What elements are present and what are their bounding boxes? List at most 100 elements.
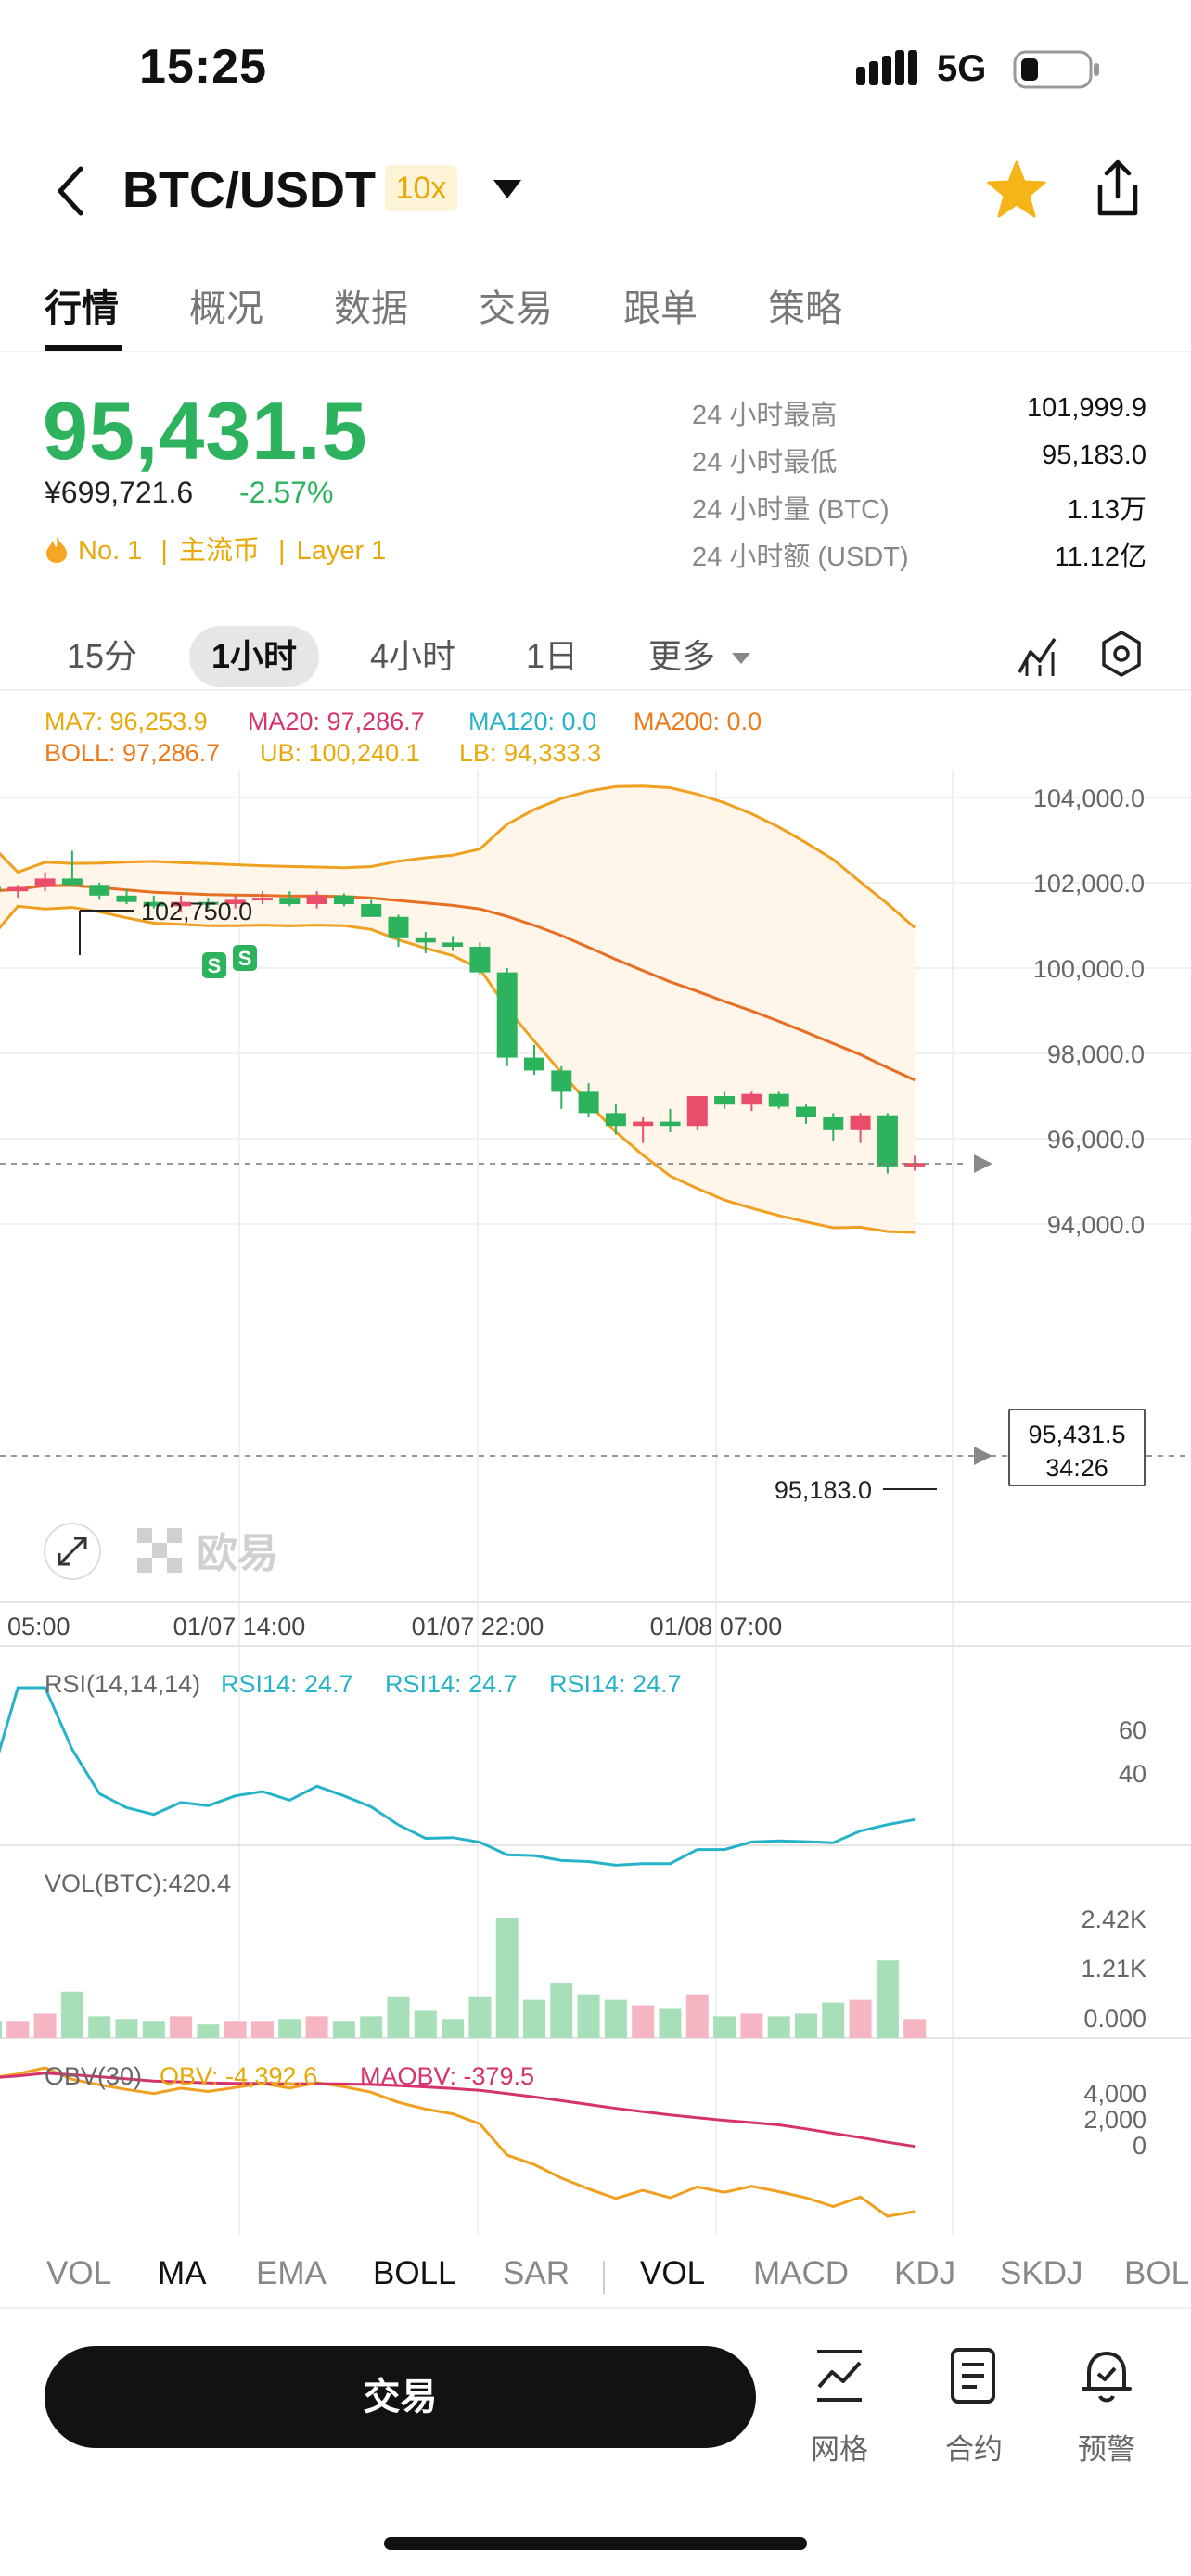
x-tick-label: 01/08 07:00 bbox=[650, 1613, 783, 1640]
boll-band-fill bbox=[0, 785, 916, 1232]
maobv-line bbox=[0, 2072, 916, 2149]
volume-bar bbox=[332, 2021, 355, 2038]
obv-tick-1: 4,000 bbox=[1083, 2080, 1146, 2108]
interval-15m[interactable]: 15分 bbox=[66, 637, 138, 675]
volume-bar bbox=[685, 1994, 709, 2038]
interval-more-label: 更多 bbox=[647, 637, 715, 675]
indicator-vol-main[interactable]: VOL bbox=[46, 2255, 112, 2291]
vol-tick-high: 2.42K bbox=[1081, 1906, 1146, 1933]
interval-4h[interactable]: 4小时 bbox=[369, 637, 456, 675]
rsi-tick-60: 60 bbox=[1118, 1716, 1146, 1744]
tab-copy-trading[interactable]: 跟单 bbox=[623, 288, 698, 329]
candle-body bbox=[469, 947, 491, 973]
signal-icon bbox=[856, 50, 917, 85]
candle-body bbox=[741, 1093, 762, 1105]
y-tick-label: 98,000.0 bbox=[1047, 1040, 1145, 1068]
contract-button[interactable]: 合约 bbox=[923, 2346, 1025, 2467]
chart-tools-icon[interactable] bbox=[1016, 631, 1060, 680]
obv-tick-2: 2,000 bbox=[1083, 2106, 1146, 2134]
alert-button[interactable]: 预警 bbox=[1056, 2346, 1158, 2467]
volume-bar bbox=[387, 1996, 410, 2038]
tab-overview[interactable]: 概况 bbox=[189, 288, 263, 329]
candle-body bbox=[333, 895, 354, 904]
vol-tick-mid: 1.21K bbox=[1081, 1955, 1146, 1983]
vol-tick-low: 0.000 bbox=[1083, 2005, 1146, 2033]
sell-mark-1: S bbox=[202, 952, 226, 978]
ma20-line bbox=[0, 884, 916, 1082]
bell-alert-icon bbox=[1082, 2352, 1132, 2403]
volume-bar bbox=[659, 2008, 682, 2038]
volume-bar bbox=[550, 1983, 573, 2038]
contract-label: 合约 bbox=[945, 2433, 1003, 2466]
obv-title: OBV(30) bbox=[45, 2062, 143, 2090]
volume-bar bbox=[903, 2019, 927, 2038]
grid-button[interactable]: 网格 bbox=[788, 2346, 890, 2467]
tab-data[interactable]: 数据 bbox=[334, 288, 408, 329]
indicator-skdj[interactable]: SKDJ bbox=[1000, 2255, 1083, 2291]
obv-line bbox=[0, 2066, 916, 2218]
candle-body bbox=[224, 899, 246, 904]
pair-title[interactable]: BTC/USDT bbox=[122, 162, 376, 218]
stat-low-label: 24 小时最低 bbox=[692, 448, 838, 478]
layer-tag[interactable]: Layer 1 bbox=[296, 536, 387, 566]
y-tick-label: 96,000.0 bbox=[1047, 1126, 1145, 1154]
candle-body bbox=[198, 901, 219, 905]
sell-mark-2-label: S bbox=[238, 947, 252, 970]
volume-bar bbox=[468, 1996, 492, 2038]
volume-bar bbox=[197, 2024, 220, 2038]
rsi-label: RSI(14,14,14) bbox=[45, 1670, 201, 1698]
x-tick-label: 01/07 14:00 bbox=[173, 1613, 306, 1640]
indicator-boll[interactable]: BOLL bbox=[373, 2255, 456, 2291]
indicator-sar[interactable]: SAR bbox=[503, 2255, 570, 2291]
dropdown-arrow-icon[interactable] bbox=[492, 178, 523, 200]
share-icon[interactable] bbox=[1091, 158, 1145, 219]
volume-bar bbox=[795, 2013, 817, 2038]
indicator-vol-sub[interactable]: VOL bbox=[640, 2255, 706, 2291]
interval-more[interactable]: 更多 bbox=[640, 626, 761, 687]
candle-body bbox=[442, 942, 464, 947]
volume-bar bbox=[251, 2021, 274, 2038]
back-arrow-icon[interactable] bbox=[51, 163, 88, 219]
home-indicator bbox=[384, 2537, 807, 2550]
volume-bar bbox=[604, 1999, 627, 2038]
volume-bar bbox=[577, 1994, 600, 2038]
sell-mark-2: S bbox=[233, 945, 257, 971]
top-nav: BTC/USDT 10x bbox=[0, 139, 1191, 241]
volume-bar bbox=[822, 2002, 845, 2038]
volume-bar bbox=[523, 1999, 545, 2038]
indicator-kdj[interactable]: KDJ bbox=[894, 2255, 956, 2291]
indicator-ma[interactable]: MA bbox=[158, 2255, 207, 2291]
indicator-macd[interactable]: MACD bbox=[753, 2255, 850, 2291]
interval-1h[interactable]: 1小时 bbox=[189, 626, 319, 687]
tab-trade[interactable]: 交易 bbox=[479, 288, 553, 329]
candle-body bbox=[633, 1121, 654, 1127]
kline-chart[interactable]: 104,000.0 102,000.0 100,000.0 98,000.0 96,00… bbox=[0, 770, 1191, 2235]
candle-body bbox=[714, 1096, 736, 1105]
last-price: 95,431.5 bbox=[43, 385, 368, 477]
volume-bar bbox=[60, 1991, 83, 2038]
watermark-text: 欧易 bbox=[197, 1531, 278, 1576]
favorite-star-icon[interactable] bbox=[986, 159, 1047, 219]
tab-market[interactable]: 行情 bbox=[45, 288, 119, 329]
volume-bar bbox=[0, 2021, 2, 2038]
indicator-ema[interactable]: EMA bbox=[256, 2255, 327, 2291]
grid-label: 网格 bbox=[811, 2433, 868, 2466]
tab-strategy[interactable]: 策略 bbox=[768, 288, 842, 329]
settings-icon[interactable] bbox=[1100, 630, 1143, 678]
trade-button[interactable]: 交易 bbox=[45, 2346, 756, 2448]
candle-body bbox=[660, 1121, 681, 1127]
candle-body bbox=[578, 1091, 599, 1114]
rank-tag[interactable]: No. 1 bbox=[78, 536, 143, 566]
maobv-value: MAOBV: -379.5 bbox=[360, 2062, 535, 2090]
indicator-boll-sub[interactable]: BOL bbox=[1124, 2255, 1190, 2291]
stat-amount-label: 24 小时额 (USDT) bbox=[692, 542, 909, 572]
obv-tick-3: 0 bbox=[1132, 2132, 1146, 2160]
caret-down-icon bbox=[732, 653, 751, 664]
y-tick-label: 100,000.0 bbox=[1033, 955, 1145, 983]
interval-1d[interactable]: 1日 bbox=[525, 637, 579, 675]
active-tab-indicator bbox=[45, 345, 122, 351]
candle-body bbox=[823, 1117, 844, 1130]
ma120-label: MA120: 0.0 bbox=[468, 708, 597, 735]
candle-body bbox=[143, 901, 164, 907]
category-tag[interactable]: 主流币 bbox=[178, 536, 260, 566]
